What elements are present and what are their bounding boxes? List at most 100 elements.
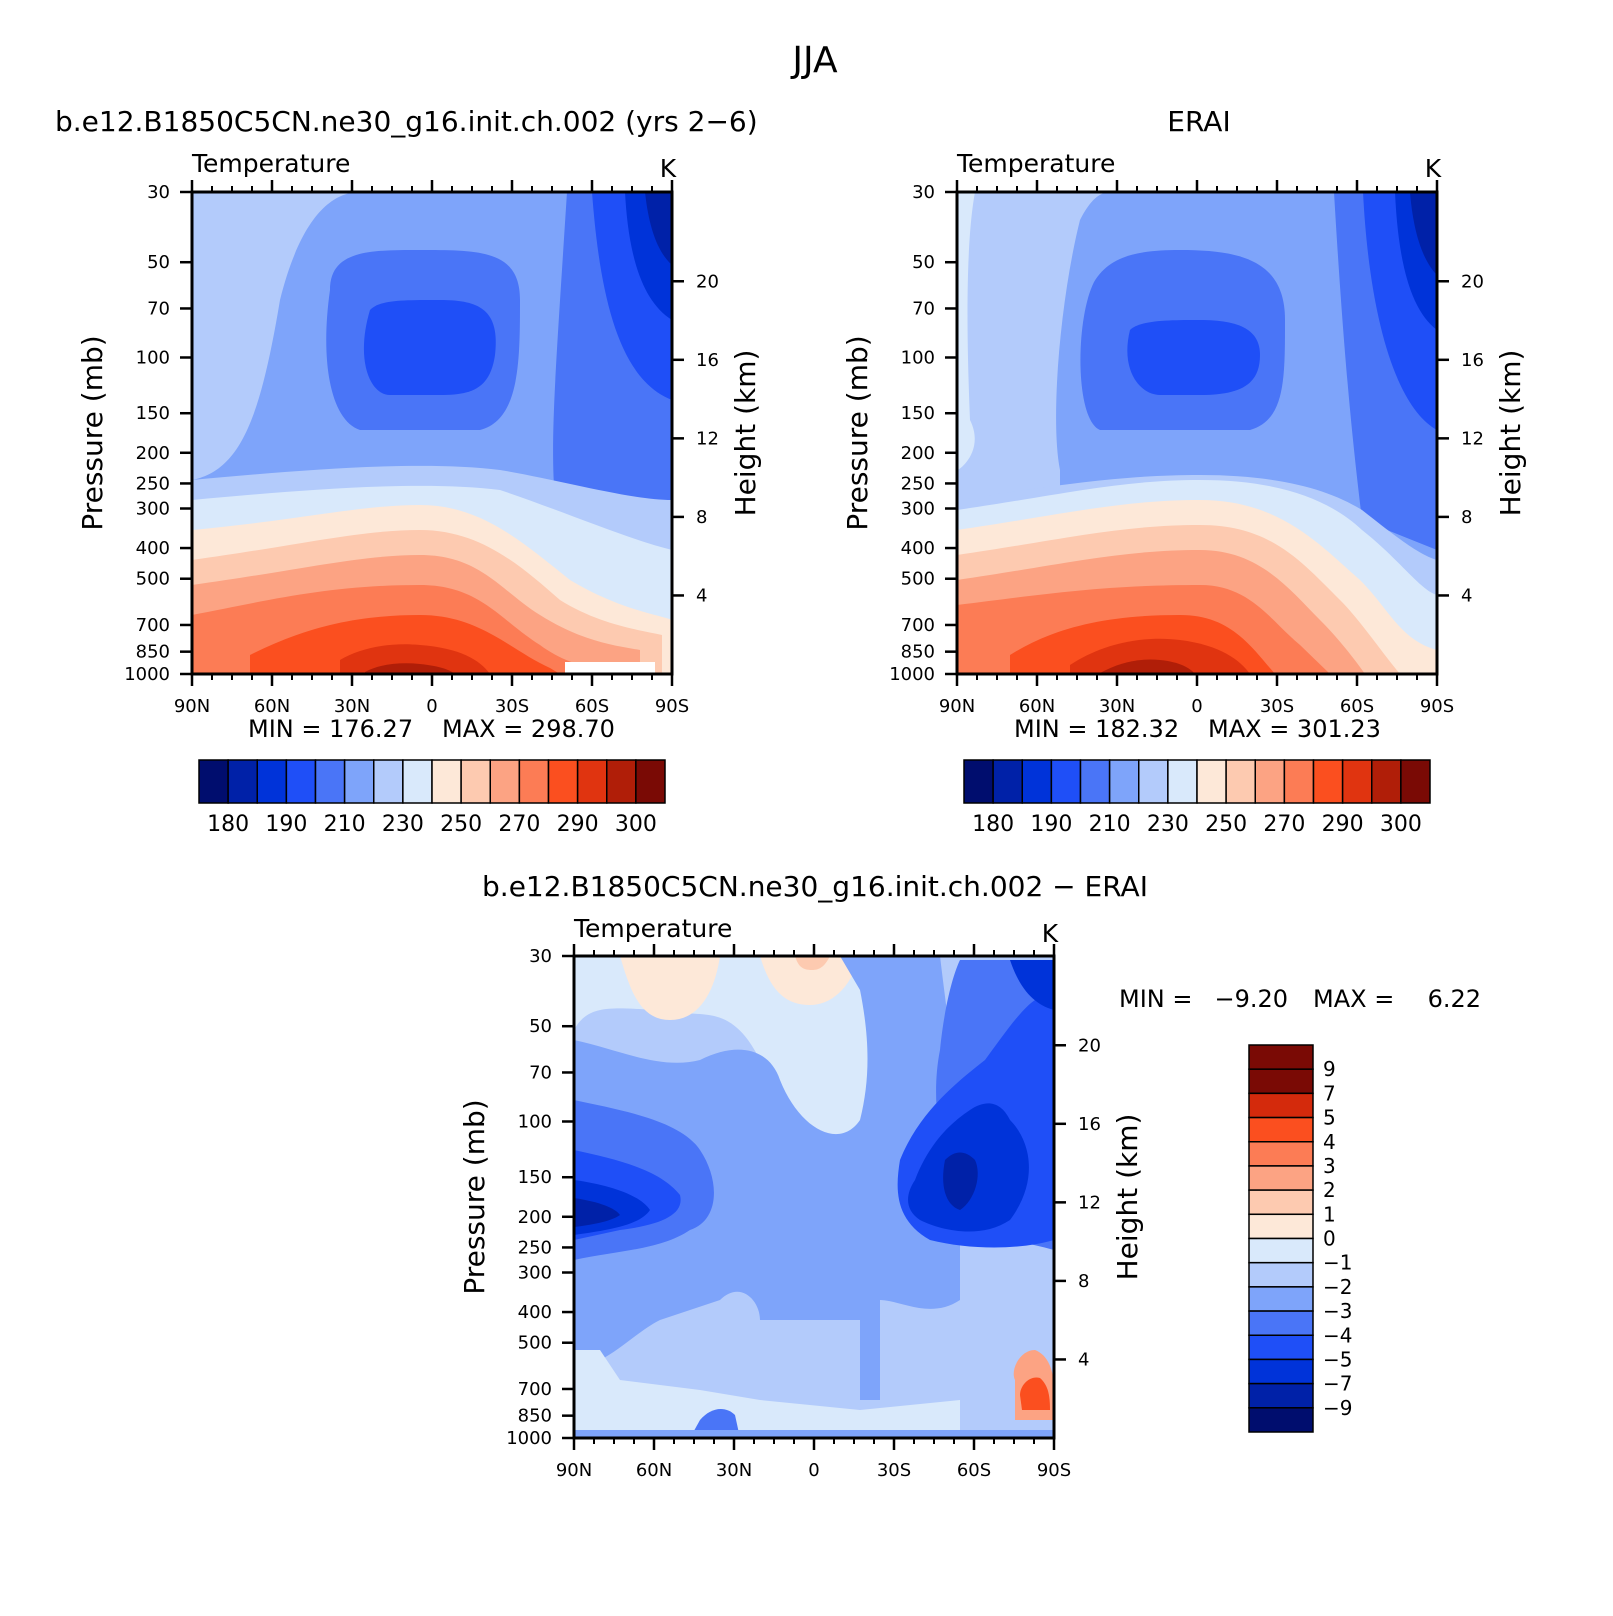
panel-erai-ytick-label: 400 <box>901 538 935 559</box>
panel-model-y2tick-label: 12 <box>696 428 719 449</box>
panel-erai-colorbar-label: 290 <box>1322 812 1364 837</box>
panel-diff-colorbar-label: 4 <box>1323 1130 1336 1154</box>
panel-erai-colorbar-box <box>1021 759 1053 804</box>
panel-diff-ytick-label: 50 <box>529 1016 552 1037</box>
panel-diff-ytick-label: 500 <box>518 1333 552 1354</box>
panel-erai-axes: 90N 60N 30N 0 30S 60S 90S 30 50 70 100 150 200 250 300… <box>889 180 1484 717</box>
panel-erai-ytick-label: 850 <box>901 642 935 663</box>
panel-erai-ytick-label: 150 <box>901 403 935 424</box>
panel-model-colorbar-box <box>576 759 608 804</box>
panel-diff-min-label: MIN = <box>1119 985 1192 1013</box>
panel-model-colorbar-label: 230 <box>382 812 424 837</box>
panel-model-colorbar-box <box>431 759 462 804</box>
panel-erai-ytick-label: 30 <box>912 182 935 203</box>
panel-erai: ERAI Temperature K 90N 60N 30N 0 30S 60S 90S 30… <box>841 105 1527 837</box>
panel-erai-xtick-label: 30N <box>1099 696 1135 717</box>
panel-model-xtick-label: 60S <box>575 696 609 717</box>
panel-diff-colorbar-box <box>1248 1092 1314 1119</box>
panel-diff-ylabel: Pressure (mb) <box>458 1099 491 1294</box>
panel-model-y2tick-label: 8 <box>696 507 707 528</box>
panel-diff-colorbar-box <box>1248 1189 1314 1216</box>
panel-diff-xtick-label: 90N <box>556 1460 592 1481</box>
panel-erai-ytick-label: 50 <box>912 252 935 273</box>
panel-model-ytick-label: 400 <box>136 538 170 559</box>
panel-model-colorbar-box <box>518 759 550 804</box>
panel-diff-xtick-label: 60S <box>957 1460 991 1481</box>
panel-diff-colorbar-box <box>1248 1334 1314 1361</box>
panel-model-ytick-label: 700 <box>136 615 170 636</box>
panel-model-xtick-label: 60N <box>254 696 290 717</box>
panel-erai-colorbar-label: 190 <box>1030 812 1072 837</box>
panel-model-colorbar-label: 190 <box>265 812 307 837</box>
panel-model-y2tick-label: 20 <box>696 271 719 292</box>
panel-diff-colorbar-box <box>1248 1310 1314 1336</box>
panel-erai-y2tick-label: 20 <box>1461 271 1484 292</box>
panel-diff-ytick-label: 700 <box>518 1379 552 1400</box>
panel-model-y2tick-label: 4 <box>696 585 707 606</box>
panel-erai-xtick-label: 90N <box>939 696 975 717</box>
panel-model-colorbar-box <box>285 759 317 804</box>
panel-diff-colorbar-box <box>1248 1407 1314 1433</box>
panel-diff-colorbar-label: −2 <box>1323 1275 1352 1299</box>
panel-diff-colorbar-box <box>1248 1068 1314 1095</box>
panel-model-ytick-label: 850 <box>136 642 170 663</box>
panel-diff-colorbar-label: −9 <box>1323 1396 1352 1420</box>
panel-erai-xtick-label: 0 <box>1191 696 1202 717</box>
panel-diff-xtick-label: 90S <box>1037 1460 1071 1481</box>
panel-erai-colorbar-box <box>1138 759 1169 804</box>
panel-model: b.e12.B1850C5CN.ne30_g16.init.ch.002 (yr… <box>55 105 762 837</box>
panel-erai-ytick-label: 100 <box>901 347 935 368</box>
panel-diff-axes: 90N 60N 30N 0 30S 60S 90S 30 50 70 100 150 200 250 300… <box>506 944 1101 1481</box>
panel-diff-y2tick-label: 16 <box>1078 1114 1101 1135</box>
panel-diff-colorbar-box <box>1248 1141 1314 1167</box>
panel-erai-xtick-label: 60N <box>1019 696 1055 717</box>
panel-model-colorbar-box <box>343 759 375 804</box>
panel-erai-colorbar-box <box>1050 759 1082 804</box>
panel-model-colorbar-box <box>489 759 521 804</box>
panel-model-max: MAX = 298.70 <box>442 715 615 743</box>
panel-model-xtick-label: 90N <box>174 696 210 717</box>
panel-erai-colorbar-box <box>1254 759 1286 804</box>
panel-erai-colorbar-box <box>1108 759 1140 804</box>
panel-erai-xtick-label: 60S <box>1340 696 1374 717</box>
panel-model-xtick-label: 90S <box>655 696 689 717</box>
panel-diff-xtick-label: 60N <box>636 1460 672 1481</box>
panel-diff-colorbar-label: −3 <box>1323 1299 1352 1323</box>
panel-diff-min-value: −9.20 <box>1214 985 1288 1013</box>
panel-erai-y2tick-label: 8 <box>1461 507 1472 528</box>
panel-erai-colorbar-box <box>992 759 1023 804</box>
panel-model-colorbar-box <box>227 759 258 804</box>
panel-erai-colorbar-box <box>1400 759 1431 804</box>
panel-diff-colorbar-label: −4 <box>1323 1323 1352 1347</box>
panel-diff-colorbar-label: 5 <box>1323 1106 1336 1130</box>
panel-model-ytick-label: 500 <box>136 569 170 590</box>
panel-diff-colorbar-box <box>1248 1382 1314 1409</box>
panel-erai-y2tick-label: 4 <box>1461 585 1472 606</box>
panel-model-ytick-label: 300 <box>136 499 170 520</box>
panel-erai-y2tick-label: 16 <box>1461 350 1484 371</box>
panel-model-colorbar-box <box>460 759 491 804</box>
panel-diff-colorbar-label: −1 <box>1323 1251 1352 1275</box>
panel-model-ylabel: Pressure (mb) <box>76 335 109 530</box>
panel-model-colorbar-label: 210 <box>324 812 366 837</box>
panel-erai-colorbar-label: 180 <box>972 812 1014 837</box>
panel-model-y2tick-label: 16 <box>696 350 719 371</box>
panel-diff-colorbar-box <box>1248 1237 1314 1264</box>
panel-erai-ytick-label: 200 <box>901 443 935 464</box>
panel-diff-y2tick-label: 12 <box>1078 1192 1101 1213</box>
panel-model-ytick-label: 200 <box>136 443 170 464</box>
panel-model-xtick-label: 0 <box>426 696 437 717</box>
panel-model-xtick-label: 30S <box>495 696 529 717</box>
panel-erai-colorbar-box <box>963 759 994 804</box>
panel-model-colorbar-box <box>635 759 666 804</box>
panel-diff-xtick-label: 0 <box>808 1460 819 1481</box>
panel-model-colorbar-box <box>547 759 579 804</box>
panel-model-ytick-label: 50 <box>147 252 170 273</box>
panel-model-colorbar-label: 180 <box>207 812 249 837</box>
panel-model-axes: 90N 60N 30N 0 30S 60S 90S 30 50 70 100 150 200 250 300… <box>124 180 719 717</box>
panel-erai-colorbar-box <box>1196 759 1227 804</box>
panel-model-colorbar-box <box>606 759 637 804</box>
panel-model-colorbar: 180 190 210 230 250 270 290 300 <box>198 759 666 837</box>
panel-erai-colorbar-label: 230 <box>1147 812 1189 837</box>
figure-title: JJA <box>790 40 838 81</box>
